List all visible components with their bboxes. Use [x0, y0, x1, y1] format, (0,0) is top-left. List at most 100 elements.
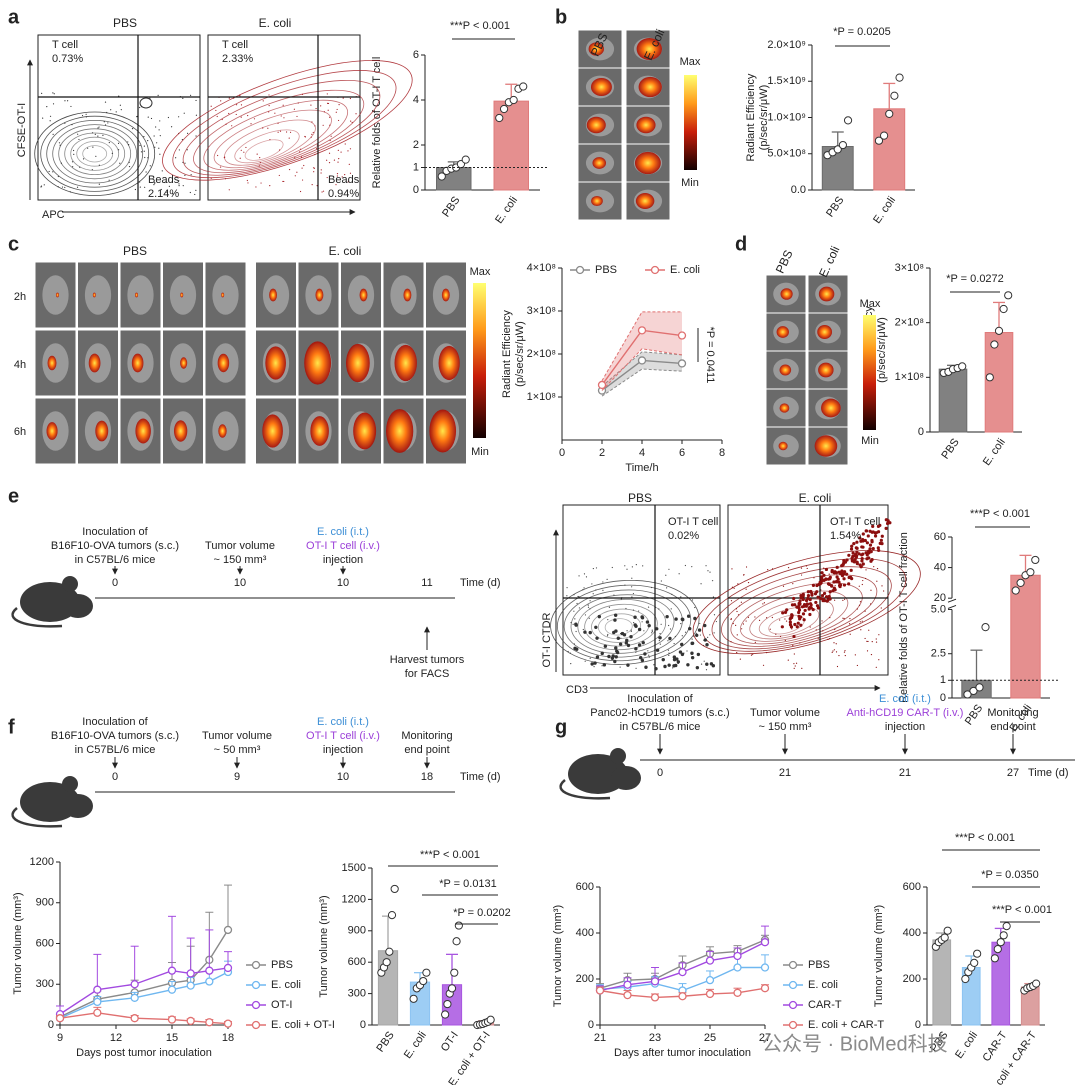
event-dot [576, 602, 578, 605]
event-dot [651, 630, 653, 632]
event-dot [355, 113, 357, 115]
event-dot [348, 163, 350, 165]
gate-value: 0.73% [52, 53, 83, 65]
event-dot [613, 594, 615, 596]
event-dot [194, 193, 196, 196]
event-dot [250, 123, 252, 125]
event-dot [633, 622, 635, 624]
x-tick-label: CAR-T [980, 1029, 1009, 1064]
data-point [963, 690, 972, 699]
contour [711, 566, 892, 650]
event-dot [659, 632, 661, 635]
event-dot [828, 573, 830, 575]
event-dot [690, 641, 694, 646]
signal [345, 343, 370, 383]
event-dot [829, 593, 831, 595]
y-tick-label: 0 [918, 426, 924, 438]
event-dot [790, 613, 794, 617]
contour [739, 590, 849, 642]
event-dot [170, 126, 173, 128]
event-dot [815, 590, 819, 594]
event-dot [52, 171, 54, 173]
data-point [990, 954, 999, 963]
event-dot [85, 113, 87, 115]
event-dot [861, 562, 865, 566]
event-dot [635, 564, 637, 566]
timeline-axis-label: Time (d) [1028, 767, 1069, 779]
event-dot [297, 102, 299, 104]
event-dot [574, 618, 576, 620]
legend-marker [788, 980, 798, 990]
event-dot [651, 632, 653, 634]
event-dot [766, 617, 768, 619]
event-dot [643, 630, 645, 632]
timeline-event: E. coli (i.t.) [879, 693, 931, 705]
event-dot [711, 580, 714, 582]
legend-marker [575, 265, 585, 275]
event-dot [670, 608, 672, 610]
signal [265, 346, 286, 380]
event-dot [118, 95, 120, 97]
event-dot [787, 659, 789, 661]
event-dot [871, 524, 875, 529]
event-dot [172, 193, 174, 195]
event-dot [785, 608, 789, 612]
event-dot [311, 121, 313, 123]
timeline-event: E. coli (i.t.) [317, 716, 369, 728]
event-dot [870, 589, 872, 591]
event-dot [320, 105, 322, 107]
y-tick-label: 4 [413, 94, 419, 106]
event-dot [59, 144, 61, 146]
annotation: *P = 0.0411 [704, 327, 716, 384]
event-dot [255, 186, 257, 188]
event-dot [787, 567, 790, 569]
timeline-day: 11 [421, 577, 432, 589]
event-dot [283, 180, 285, 183]
data-point [733, 951, 742, 961]
event-dot [144, 186, 146, 188]
event-dot [590, 662, 594, 666]
timeline-event: injection [323, 554, 363, 566]
signal [635, 193, 655, 209]
event-dot [64, 186, 66, 189]
event-dot [595, 589, 597, 591]
event-dot [64, 100, 66, 102]
x-tick-label: 21 [594, 1032, 606, 1044]
event-dot [67, 100, 69, 102]
signal [88, 353, 101, 373]
event-dot [588, 617, 590, 619]
event-dot [637, 627, 642, 632]
event-dot [709, 634, 711, 636]
event-dot [347, 150, 349, 152]
event-dot [175, 157, 177, 159]
scale-label: Min [861, 435, 879, 447]
event-dot [583, 587, 585, 589]
event-dot [147, 116, 149, 118]
event-dot [159, 135, 161, 137]
timeline-day: 10 [337, 577, 349, 589]
event-dot [858, 563, 862, 567]
event-dot [833, 642, 835, 644]
panel-label: e [8, 485, 19, 507]
event-dot [695, 632, 697, 634]
event-dot [342, 97, 344, 99]
event-dot [731, 568, 733, 570]
group-title: E. coli [816, 244, 843, 280]
event-dot [104, 101, 107, 103]
x-axis-title: Time/h [625, 462, 658, 474]
data-point [885, 109, 894, 118]
event-dot [741, 628, 743, 630]
mouse-body [20, 582, 80, 622]
event-dot [300, 156, 303, 158]
group-title: PBS [123, 244, 147, 258]
panel-label: c [8, 233, 19, 255]
event-dot [228, 97, 230, 99]
event-dot [735, 624, 737, 626]
legend-label: CAR-T [808, 999, 842, 1011]
event-dot [245, 146, 247, 149]
y-axis-title: Radiant Efficiency [745, 73, 757, 161]
event-dot [338, 158, 340, 160]
timeline-event: OT-I T cell (i.v.) [306, 730, 380, 742]
event-dot [76, 186, 79, 188]
timeline-day: 18 [421, 771, 433, 783]
